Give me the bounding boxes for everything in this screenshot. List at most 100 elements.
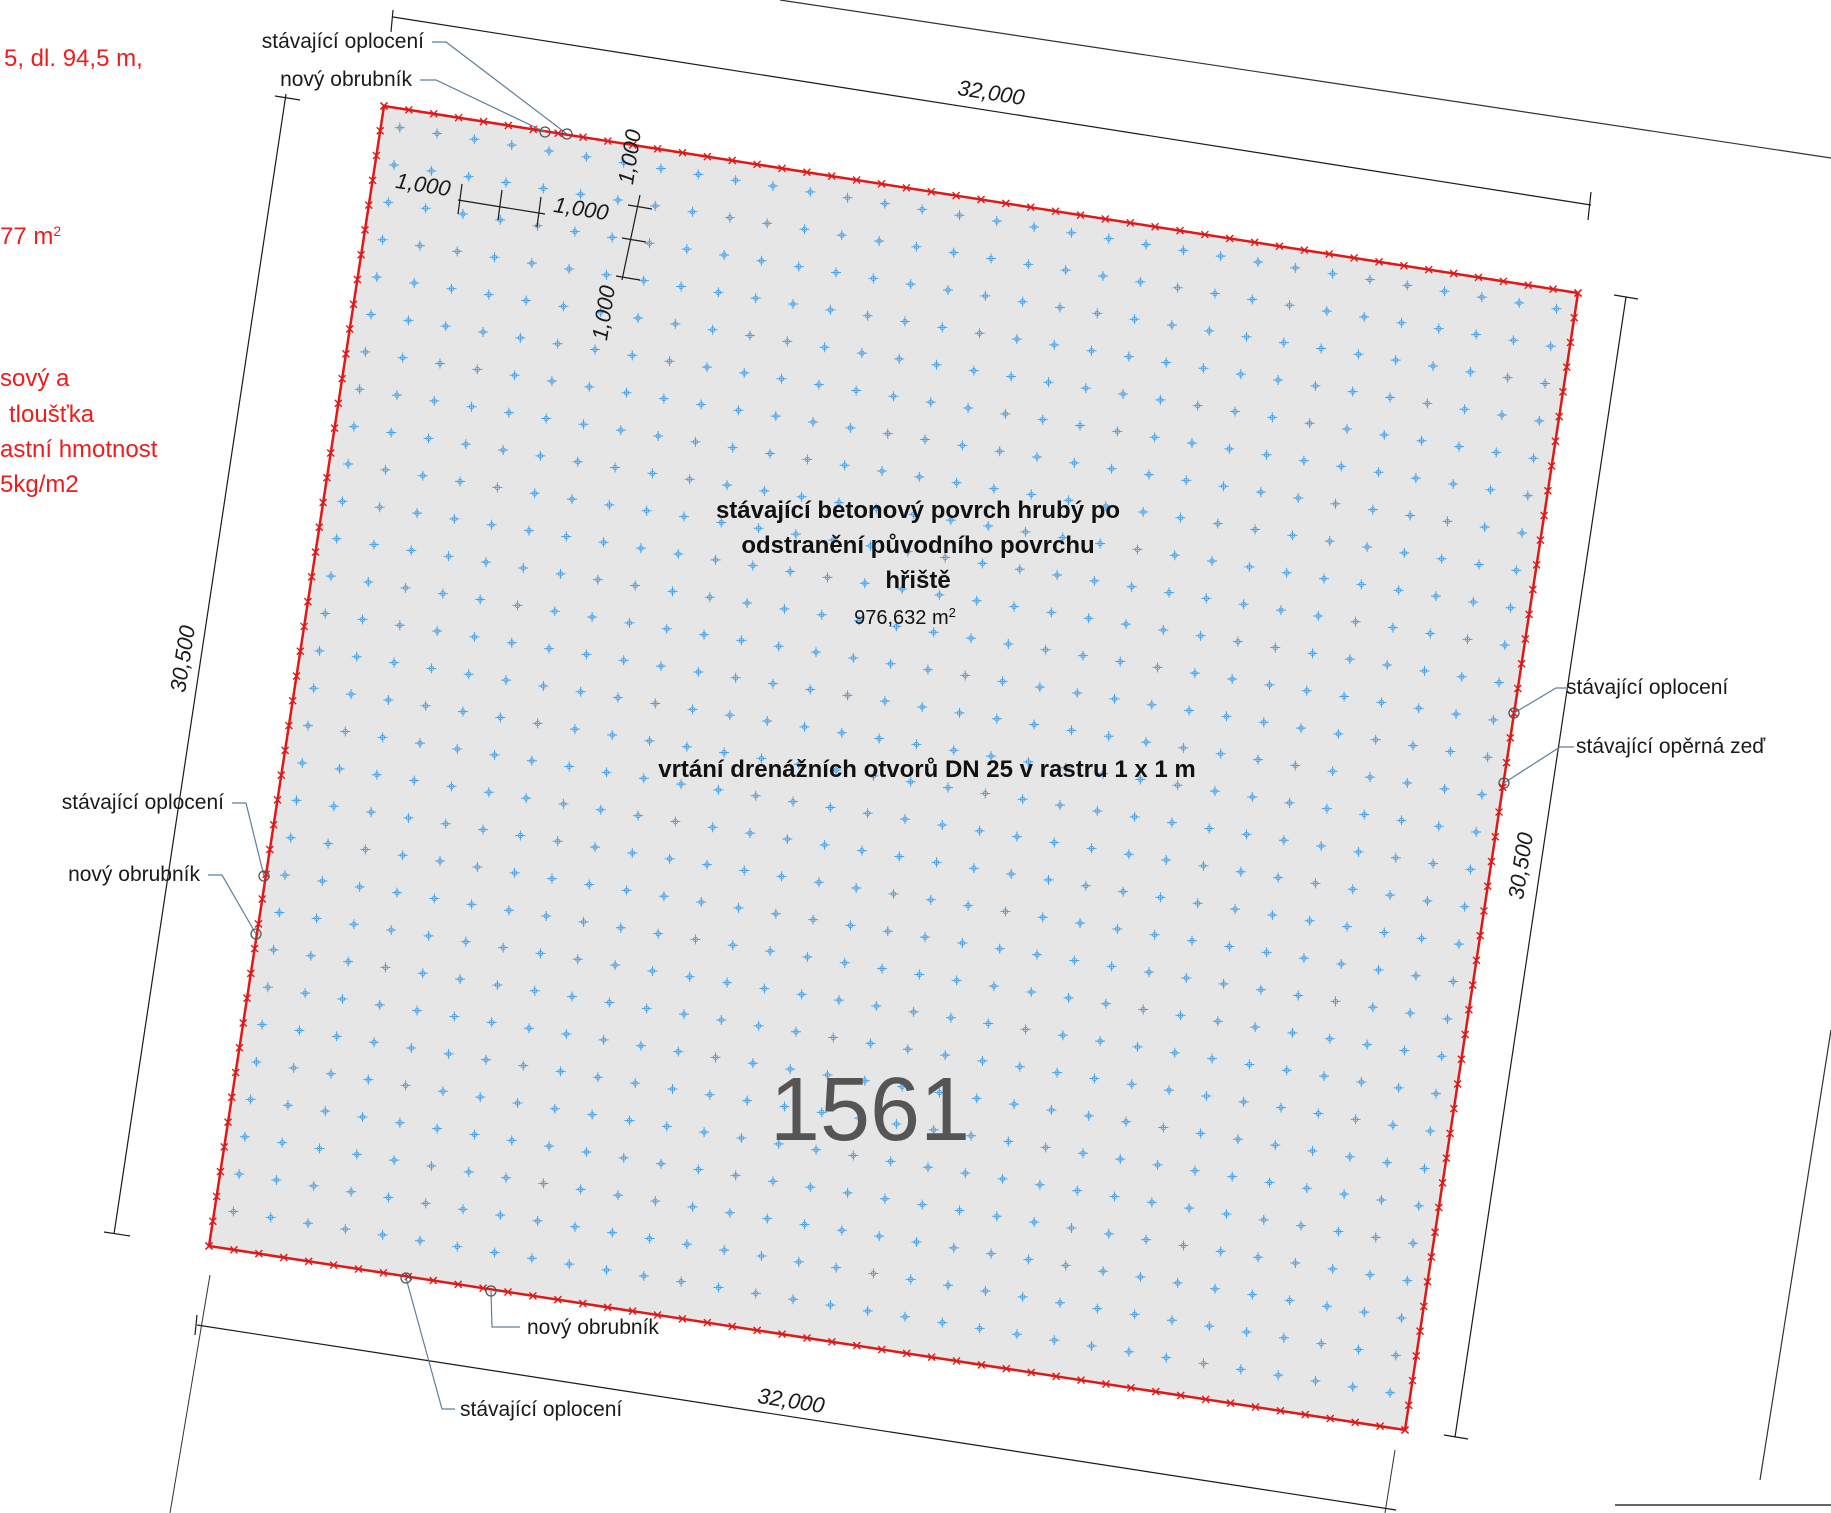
fence-x-mark	[578, 1299, 587, 1308]
drain-hole-mark	[463, 669, 474, 680]
drain-hole-mark	[650, 698, 661, 709]
drain-hole-mark	[1433, 323, 1444, 334]
drain-hole-mark	[601, 1264, 612, 1275]
drain-hole-mark	[1502, 372, 1513, 383]
drain-hole-mark	[1034, 682, 1045, 693]
drain-hole-mark	[1003, 1136, 1014, 1147]
drain-hole-mark	[937, 322, 948, 333]
fence-x-mark	[1574, 289, 1582, 297]
drain-hole-mark	[868, 273, 879, 284]
drain-hole-mark	[1264, 679, 1275, 690]
drain-hole-mark	[420, 203, 431, 214]
fence-x-mark	[357, 250, 366, 259]
drain-hole-mark	[1327, 766, 1338, 777]
fence-x-mark	[1416, 1327, 1425, 1336]
drain-hole-mark	[831, 267, 842, 278]
drain-hole-mark	[317, 875, 328, 886]
drain-hole-mark	[782, 833, 793, 844]
drain-hole-mark	[1155, 892, 1166, 903]
drain-hole-mark	[943, 285, 953, 296]
drain-hole-mark	[518, 1060, 529, 1071]
drain-hole-mark	[1296, 723, 1307, 734]
drain-hole-mark	[742, 598, 753, 609]
drain-hole-mark	[1453, 939, 1464, 950]
drain-hole-mark	[587, 1109, 598, 1120]
drain-hole-mark	[466, 401, 477, 412]
drain-hole-mark	[670, 318, 681, 329]
drain-hole-mark	[802, 454, 813, 465]
drain-hole-mark	[469, 1129, 480, 1140]
fence-x-mark	[753, 160, 762, 169]
drain-hole-mark	[538, 183, 549, 194]
drain-hole-mark	[928, 1124, 939, 1135]
drain-hole-mark	[997, 676, 1008, 687]
drain-hole-mark	[607, 1227, 618, 1238]
drain-hole-mark	[767, 181, 778, 192]
drain-hole-mark	[386, 925, 397, 936]
drain-hole-mark	[460, 936, 471, 947]
drain-hole-mark	[776, 373, 787, 384]
drain-hole-mark	[1387, 1120, 1398, 1131]
drain-hole-mark	[1040, 1142, 1051, 1153]
drain-hole-mark	[656, 661, 667, 672]
drain-hole-mark	[902, 546, 913, 557]
drain-hole-mark	[1106, 463, 1117, 474]
drain-hole-mark	[624, 617, 635, 628]
drain-hole-mark	[1387, 622, 1398, 633]
callout-top-fence: stávající oplocení	[262, 30, 573, 140]
drain-hole-mark	[762, 1213, 773, 1224]
drain-hole-mark	[788, 1294, 799, 1305]
drain-hole-mark	[1055, 1297, 1066, 1308]
fence-x-mark	[1419, 1302, 1428, 1311]
drain-hole-mark	[750, 1288, 761, 1299]
fence-x-mark	[1275, 242, 1284, 251]
drain-hole-mark	[931, 359, 942, 370]
fence-x-mark	[303, 597, 312, 606]
drain-hole-mark	[842, 1187, 853, 1198]
drain-hole-mark	[779, 1101, 790, 1112]
callout-left-fence: stávající oplocení	[62, 791, 270, 882]
drain-hole-mark	[1413, 703, 1424, 714]
callout-left-curb-label: nový obrubník	[68, 863, 200, 886]
drain-hole-grid	[228, 122, 1562, 1398]
context-lines	[169, 0, 1831, 1513]
drain-hole-mark	[575, 686, 586, 697]
drain-hole-mark	[414, 1235, 425, 1246]
fence-x-mark	[977, 1360, 986, 1369]
drain-hole-mark	[782, 336, 793, 347]
drain-hole-mark	[452, 744, 463, 755]
drain-hole-mark	[917, 204, 928, 215]
drain-hole-mark	[1270, 642, 1281, 653]
drain-hole-mark	[432, 1123, 443, 1134]
drain-hole-mark	[337, 496, 348, 507]
drain-hole-mark	[1014, 1061, 1025, 1072]
drain-hole-mark	[667, 1083, 678, 1094]
drain-hole-mark	[526, 755, 537, 766]
drain-hole-mark	[282, 1100, 293, 1111]
drain-hole-mark	[839, 460, 850, 471]
drain-hole-mark	[343, 956, 354, 967]
drain-hole-mark	[1284, 797, 1295, 808]
drain-hole-mark	[986, 751, 997, 762]
drain-hole-mark	[851, 385, 862, 396]
drain-hole-mark	[1327, 1263, 1338, 1274]
fence-x-mark	[235, 1043, 244, 1052]
drain-hole-mark	[584, 381, 595, 392]
drain-hole-mark	[437, 1086, 448, 1097]
drain-hole-mark	[1123, 351, 1134, 362]
drain-hole-mark	[274, 907, 285, 918]
drain-hole-mark	[1347, 386, 1358, 397]
drain-hole-mark	[1072, 1185, 1083, 1196]
drain-hole-mark	[581, 151, 592, 162]
drain-hole-mark	[1103, 1228, 1114, 1239]
drain-hole-mark	[1230, 904, 1241, 915]
drain-hole-mark	[492, 979, 503, 990]
drain-hole-mark	[492, 482, 503, 493]
drain-hole-mark	[1244, 1059, 1255, 1070]
drain-hole-mark	[512, 1097, 523, 1108]
drain-hole-mark	[1253, 754, 1264, 765]
drain-hole-mark	[1129, 314, 1140, 325]
drain-hole-mark	[532, 718, 543, 729]
note-line4: tloušťka	[9, 401, 95, 428]
drain-hole-mark	[357, 1111, 368, 1122]
